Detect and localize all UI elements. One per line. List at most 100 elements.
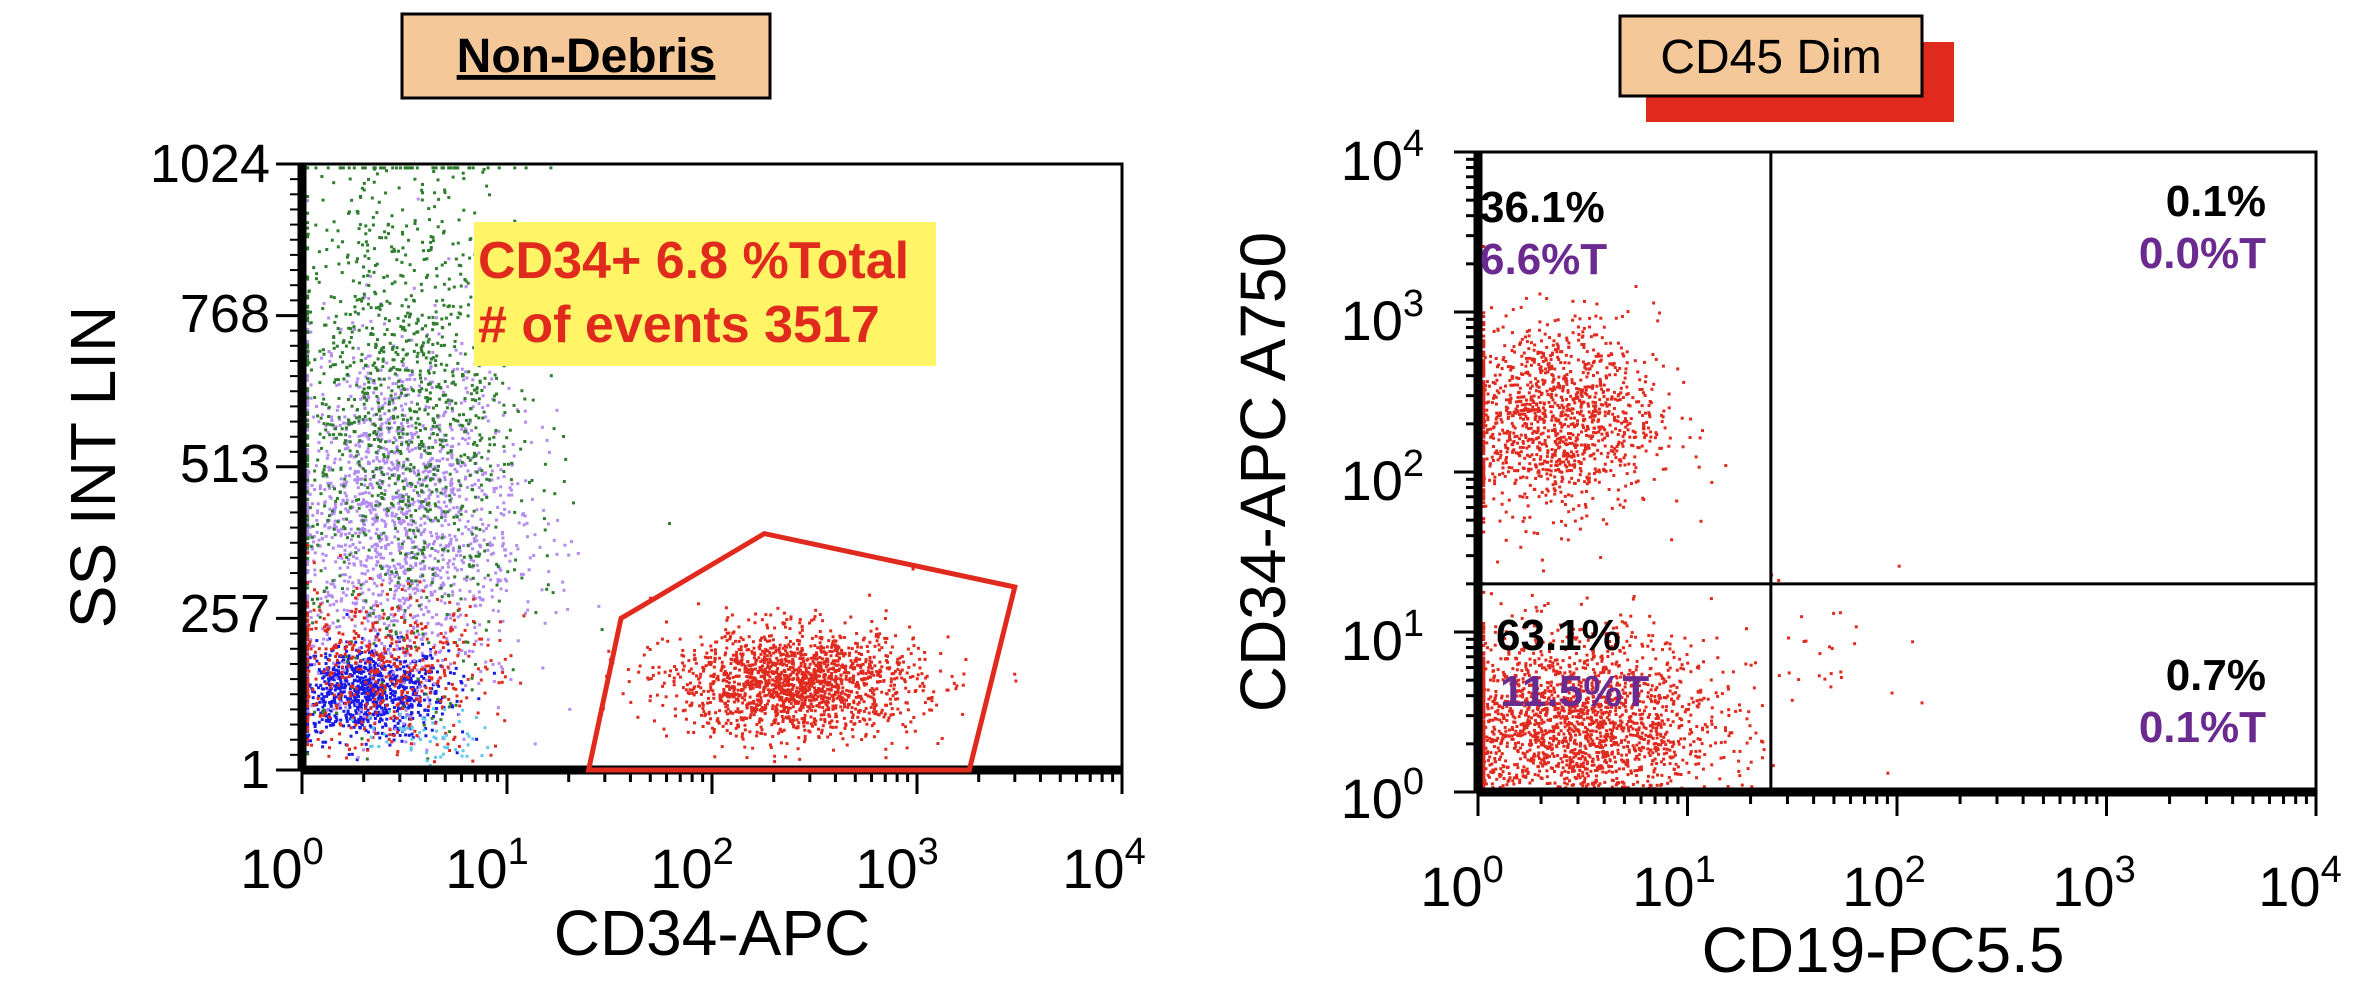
event-dot — [408, 722, 412, 726]
event-dot — [342, 484, 346, 488]
event-dot — [406, 644, 409, 648]
event-dot — [382, 276, 386, 279]
event-dot — [407, 504, 411, 508]
event-dot — [530, 497, 534, 501]
event-dot — [438, 429, 442, 433]
event-dot — [404, 740, 408, 744]
event-dot — [413, 545, 417, 549]
event-dot — [325, 708, 329, 712]
event-dot — [372, 663, 376, 667]
event-dot — [367, 588, 371, 592]
event-dot — [358, 677, 362, 681]
event-dot — [373, 666, 377, 670]
event-dot — [497, 599, 501, 603]
event-dot — [428, 436, 432, 440]
event-dot — [460, 460, 464, 464]
event-dot — [325, 630, 329, 633]
event-dot — [335, 383, 339, 387]
event-dot — [393, 249, 397, 253]
event-dot — [374, 680, 378, 684]
event-dot — [395, 658, 399, 662]
event-dot — [454, 348, 458, 352]
event-dot — [405, 388, 409, 391]
event-dot — [344, 702, 348, 706]
event-dot — [447, 277, 451, 281]
event-dot — [426, 517, 430, 521]
event-dot — [768, 675, 772, 679]
event-dot — [349, 538, 353, 542]
event-dot — [444, 316, 448, 320]
event-dot — [392, 505, 396, 509]
event-dot — [382, 647, 386, 651]
event-dot — [306, 503, 310, 506]
event-dot — [419, 680, 423, 684]
event-dot — [373, 638, 377, 642]
event-dot — [907, 665, 911, 669]
event-dot — [430, 728, 434, 732]
event-dot — [368, 712, 371, 715]
event-dot — [494, 429, 498, 432]
event-dot — [306, 481, 310, 485]
event-dot — [375, 172, 379, 176]
event-dot — [699, 635, 703, 639]
event-dot — [378, 694, 382, 698]
event-dot — [408, 604, 412, 608]
event-dot — [751, 640, 755, 644]
event-dot — [429, 246, 433, 249]
event-dot — [375, 395, 379, 398]
event-dot — [473, 462, 477, 465]
event-dot — [331, 468, 335, 472]
event-dot — [542, 489, 546, 493]
event-dot — [409, 431, 413, 435]
event-dot — [391, 441, 395, 445]
event-dot — [407, 582, 410, 586]
event-dot — [397, 501, 401, 505]
event-dot — [327, 627, 331, 631]
event-dot — [409, 485, 413, 489]
event-dot — [433, 191, 437, 195]
event-dot — [347, 474, 351, 478]
event-dot — [464, 613, 468, 617]
event-dot — [378, 662, 382, 666]
event-dot — [353, 327, 357, 331]
event-dot — [324, 682, 328, 685]
event-dot — [816, 695, 820, 699]
event-dot — [427, 316, 431, 320]
event-dot — [454, 257, 458, 261]
event-dot — [453, 625, 457, 629]
event-dot — [348, 544, 352, 548]
event-dot — [361, 467, 365, 471]
event-dot — [418, 428, 422, 432]
event-dot — [362, 715, 366, 718]
event-dot — [324, 662, 328, 665]
event-dot — [349, 520, 353, 524]
event-dot — [399, 546, 403, 550]
event-dot — [371, 223, 375, 227]
event-dot — [474, 399, 478, 403]
event-dot — [322, 687, 325, 691]
event-dot — [431, 615, 434, 619]
event-dot — [306, 166, 310, 170]
event-dot — [306, 614, 310, 618]
event-dot — [413, 177, 417, 181]
event-dot — [479, 603, 482, 607]
event-dot — [391, 382, 395, 386]
event-dot — [428, 478, 432, 482]
event-dot — [475, 508, 479, 512]
event-dot — [349, 453, 353, 457]
event-dot — [449, 312, 453, 316]
event-dot — [431, 350, 435, 354]
event-dot — [427, 504, 431, 508]
event-dot — [399, 701, 403, 705]
event-dot — [439, 583, 443, 587]
event-dot — [309, 647, 313, 651]
event-dot — [330, 692, 334, 696]
event-dot — [562, 435, 565, 438]
event-dot — [765, 654, 769, 658]
event-dot — [460, 367, 464, 371]
event-dot — [472, 594, 476, 598]
event-dot — [341, 360, 345, 364]
event-dot — [961, 683, 965, 687]
event-dot — [358, 652, 362, 656]
event-dot — [433, 482, 437, 486]
